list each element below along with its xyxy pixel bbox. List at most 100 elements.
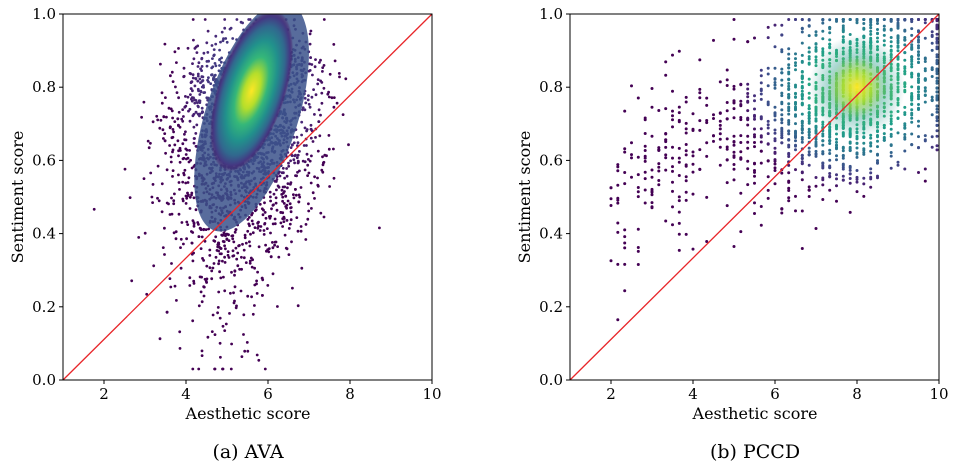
scatter-point	[313, 65, 317, 69]
scatter-point	[807, 106, 811, 110]
scatter-point	[828, 142, 832, 145]
scatter-point	[188, 276, 192, 280]
scatter-point	[286, 199, 290, 203]
scatter-point	[163, 226, 166, 230]
scatter-point	[862, 22, 866, 25]
scatter-point	[935, 53, 939, 57]
scatter-point	[156, 118, 160, 122]
scatter-point	[306, 98, 310, 102]
scatter-point	[307, 158, 310, 161]
scatter-point	[671, 114, 674, 118]
scatter-point	[753, 94, 756, 98]
scatter-point	[794, 83, 797, 87]
scatter-point	[732, 163, 736, 166]
scatter-point	[862, 141, 866, 145]
x-tick-label: 2	[99, 385, 109, 403]
scatter-point	[288, 222, 292, 226]
scatter-point	[739, 141, 743, 144]
scatter-point	[219, 355, 222, 359]
scatter-point	[198, 99, 202, 103]
scatter-point	[910, 94, 914, 97]
scatter-point	[248, 244, 252, 248]
scatter-point	[935, 24, 939, 28]
axis-ticks-ava: 2 4 6 8 10 0.0 0.2 0.4 0.6 0.8 1.0	[32, 5, 441, 403]
scatter-point	[684, 127, 688, 131]
scatter-point	[794, 209, 797, 213]
scatter-point	[322, 86, 326, 90]
scatter-point	[279, 211, 283, 214]
scatter-point	[193, 84, 197, 88]
scatter-point	[671, 53, 674, 57]
scatter-point	[930, 33, 934, 37]
scatter-point	[151, 183, 155, 186]
scatter-point	[183, 132, 186, 136]
scatter-point	[917, 35, 920, 39]
scatter-point	[211, 57, 214, 60]
scatter-point	[848, 210, 852, 214]
scatter-point	[773, 128, 777, 132]
scatter-point	[191, 319, 195, 323]
scatter-point	[172, 202, 176, 206]
scatter-point	[163, 132, 167, 136]
scatter-point	[191, 62, 194, 65]
scatter-point	[218, 316, 222, 320]
scatter-point	[787, 63, 791, 67]
scatter-point	[287, 164, 291, 168]
scatter-point	[835, 173, 838, 177]
scatter-point	[295, 216, 299, 220]
scatter-point	[300, 133, 303, 137]
scatter-point	[862, 176, 866, 180]
scatter-point	[684, 175, 688, 179]
scatter-point	[718, 137, 722, 141]
scatter-point	[220, 252, 223, 256]
scatter-point	[807, 111, 811, 115]
scatter-point	[220, 30, 224, 34]
scatter-point	[230, 270, 233, 274]
scatter-point	[248, 261, 252, 265]
scatter-point	[175, 299, 178, 302]
scatter-point	[191, 89, 194, 93]
scatter-point	[192, 141, 196, 145]
scatter-point	[835, 140, 838, 144]
scatter-point	[787, 66, 791, 70]
scatter-point	[712, 117, 715, 120]
scatter-point	[311, 73, 314, 77]
scatter-point	[214, 42, 218, 46]
reference-line-ava	[62, 13, 433, 381]
scatter-point	[780, 23, 784, 27]
scatter-point	[807, 119, 811, 123]
scatter-point	[917, 87, 920, 91]
scatter-point	[242, 248, 246, 252]
scatter-point	[800, 70, 804, 74]
scatter-point	[322, 18, 326, 21]
scatter-point	[213, 333, 217, 336]
scatter-point	[210, 269, 214, 273]
scatter-point	[643, 132, 647, 135]
scatter-point	[316, 176, 319, 180]
y-axis-label-pccd: Sentiment score	[515, 131, 534, 264]
scatter-point	[800, 103, 804, 107]
scatter-point	[211, 266, 215, 270]
scatter-point	[643, 154, 647, 158]
scatter-point	[248, 224, 251, 228]
scatter-point	[882, 33, 886, 37]
scatter-point	[896, 49, 900, 53]
scatter-point	[807, 46, 811, 50]
scatter-point	[910, 143, 914, 147]
scatter-point	[192, 196, 196, 200]
scatter-point	[780, 91, 784, 95]
scatter-point	[202, 227, 206, 231]
scatter-point	[910, 55, 914, 59]
scatter-point	[821, 132, 825, 136]
scatter-point	[807, 57, 811, 61]
scatter-point	[636, 227, 640, 231]
scatter-point	[800, 170, 804, 174]
scatter-point	[903, 135, 907, 139]
scatter-point	[862, 148, 866, 152]
scatter-point	[910, 27, 914, 31]
scatter-point	[207, 227, 211, 231]
scatter-point	[188, 107, 192, 111]
scatter-point	[814, 55, 818, 59]
scatter-point	[218, 48, 222, 52]
scatter-point	[185, 237, 189, 241]
